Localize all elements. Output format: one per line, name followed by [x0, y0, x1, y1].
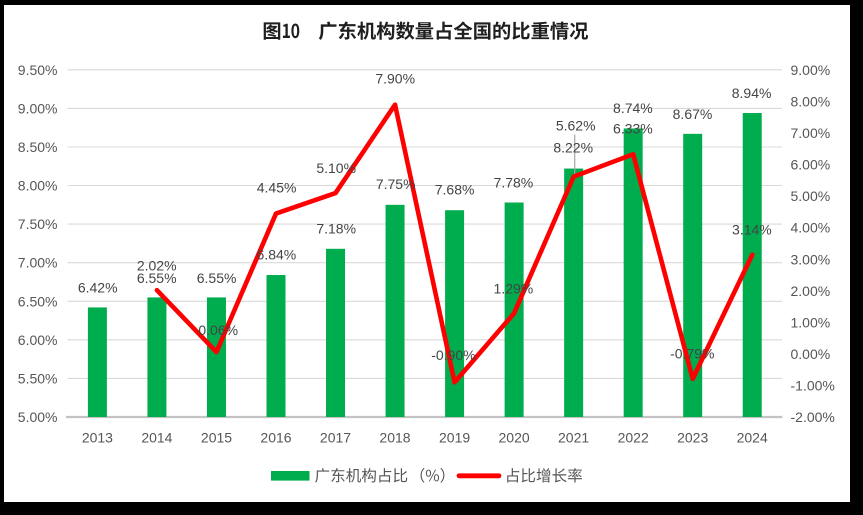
svg-text:3.00%: 3.00% — [791, 251, 831, 267]
svg-text:5.00%: 5.00% — [791, 188, 831, 204]
svg-text:8.67%: 8.67% — [673, 106, 713, 122]
svg-text:9.00%: 9.00% — [18, 100, 58, 116]
svg-text:2014: 2014 — [141, 429, 172, 445]
svg-text:5.00%: 5.00% — [18, 409, 58, 425]
svg-text:8.94%: 8.94% — [732, 85, 772, 101]
svg-text:-2.00%: -2.00% — [791, 409, 835, 425]
svg-text:7.90%: 7.90% — [375, 71, 415, 87]
svg-text:2019: 2019 — [439, 429, 470, 445]
svg-text:2020: 2020 — [499, 429, 530, 445]
svg-text:2017: 2017 — [320, 429, 351, 445]
svg-text:7.50%: 7.50% — [18, 216, 58, 232]
svg-text:6.42%: 6.42% — [78, 280, 118, 296]
svg-text:-1.00%: -1.00% — [791, 378, 835, 394]
svg-text:5.10%: 5.10% — [316, 160, 356, 176]
svg-text:6.84%: 6.84% — [257, 247, 297, 263]
svg-text:6.55%: 6.55% — [137, 270, 177, 286]
svg-text:8.00%: 8.00% — [791, 94, 831, 110]
svg-text:9.50%: 9.50% — [18, 62, 58, 78]
svg-text:4.45%: 4.45% — [257, 180, 297, 196]
svg-text:2.00%: 2.00% — [791, 283, 831, 299]
svg-text:5.62%: 5.62% — [556, 118, 596, 134]
svg-text:2016: 2016 — [260, 429, 291, 445]
svg-text:1.00%: 1.00% — [791, 314, 831, 330]
svg-text:3.14%: 3.14% — [732, 222, 772, 238]
svg-text:4.00%: 4.00% — [791, 220, 831, 236]
svg-text:6.33%: 6.33% — [613, 121, 653, 137]
svg-text:7.00%: 7.00% — [791, 125, 831, 141]
svg-text:7.00%: 7.00% — [18, 255, 58, 271]
svg-text:1.29%: 1.29% — [494, 280, 534, 296]
svg-text:0.00%: 0.00% — [791, 346, 831, 362]
svg-text:7.75%: 7.75% — [376, 176, 416, 192]
svg-text:2023: 2023 — [677, 429, 708, 445]
svg-text:-0.79%: -0.79% — [670, 346, 714, 362]
svg-text:2015: 2015 — [201, 429, 232, 445]
svg-text:6.55%: 6.55% — [197, 270, 237, 286]
svg-text:2013: 2013 — [82, 429, 113, 445]
svg-text:8.22%: 8.22% — [553, 140, 593, 156]
svg-text:7.18%: 7.18% — [316, 221, 356, 237]
svg-text:2.02%: 2.02% — [137, 257, 177, 273]
svg-text:2022: 2022 — [618, 429, 649, 445]
svg-text:7.68%: 7.68% — [435, 181, 475, 197]
svg-text:0.06%: 0.06% — [198, 322, 238, 338]
svg-text:6.00%: 6.00% — [791, 157, 831, 173]
svg-text:2024: 2024 — [737, 429, 768, 445]
svg-text:2021: 2021 — [558, 429, 589, 445]
svg-text:6.00%: 6.00% — [18, 332, 58, 348]
svg-text:9.00%: 9.00% — [791, 62, 831, 78]
svg-text:5.50%: 5.50% — [18, 370, 58, 386]
svg-text:8.50%: 8.50% — [18, 139, 58, 155]
svg-text:7.78%: 7.78% — [494, 175, 534, 191]
svg-text:6.50%: 6.50% — [18, 293, 58, 309]
svg-text:2018: 2018 — [379, 429, 410, 445]
svg-text:8.74%: 8.74% — [613, 100, 653, 116]
svg-text:-0.90%: -0.90% — [431, 347, 475, 363]
svg-text:8.00%: 8.00% — [18, 178, 58, 194]
